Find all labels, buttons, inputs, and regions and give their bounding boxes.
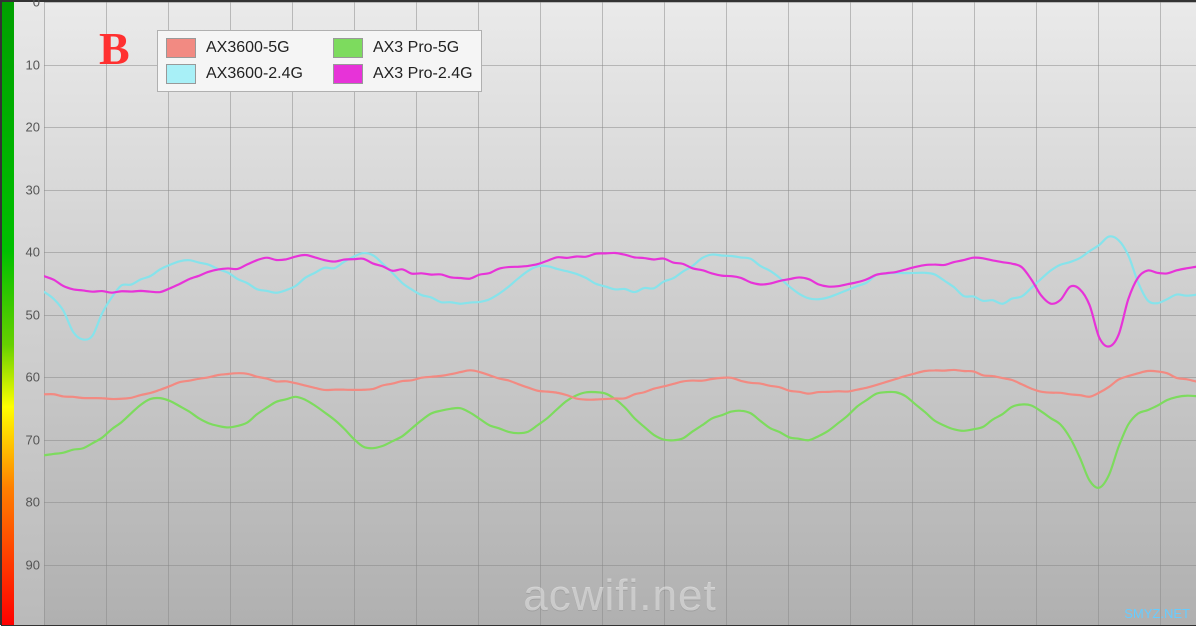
legend-label: AX3 Pro-5G: [373, 39, 459, 57]
series-line: [44, 370, 1196, 400]
signal-strength-color-scale: [2, 2, 14, 625]
legend-swatch: [333, 38, 363, 58]
y-tick-label: 80: [26, 495, 40, 510]
legend-swatch: [333, 64, 363, 84]
y-tick-label: 40: [26, 245, 40, 260]
legend: AX3600-5G AX3 Pro-5G AX3600-2.4G AX3 Pro-2.…: [157, 30, 482, 92]
legend-label: AX3 Pro-2.4G: [373, 65, 473, 83]
series-line: [44, 236, 1196, 339]
legend-item: AX3 Pro-5G: [333, 35, 473, 61]
legend-item: AX3600-5G: [166, 35, 303, 61]
series-line: [44, 253, 1196, 347]
plot-area: B AX3600-5G AX3 Pro-5G AX3600-2.4G AX3 Pro-…: [44, 2, 1196, 625]
y-tick-label: 50: [26, 307, 40, 322]
legend-swatch: [166, 64, 196, 84]
y-tick-label: 30: [26, 182, 40, 197]
series-line: [44, 392, 1196, 488]
legend-item: AX3600-2.4G: [166, 61, 303, 87]
y-tick-label: 60: [26, 370, 40, 385]
line-series-layer: [44, 2, 1196, 625]
legend-swatch: [166, 38, 196, 58]
y-tick-label: 10: [26, 57, 40, 72]
legend-label: AX3600-5G: [206, 39, 290, 57]
panel-label: B: [99, 22, 130, 75]
y-tick-label: 20: [26, 120, 40, 135]
y-tick-label: 70: [26, 432, 40, 447]
y-tick-label: 0: [33, 0, 40, 10]
y-axis-ticks: 0 10 20 30 40 50 60 70 80 90: [14, 2, 44, 625]
y-axis-gutter: 0 10 20 30 40 50 60 70 80 90: [2, 2, 44, 625]
legend-item: AX3 Pro-2.4G: [333, 61, 473, 87]
y-tick-label: 90: [26, 557, 40, 572]
chart-container: 0 10 20 30 40 50 60 70 80 90 B AX3600-5G AX3 Pro-5…: [2, 2, 1196, 625]
legend-label: AX3600-2.4G: [206, 65, 303, 83]
